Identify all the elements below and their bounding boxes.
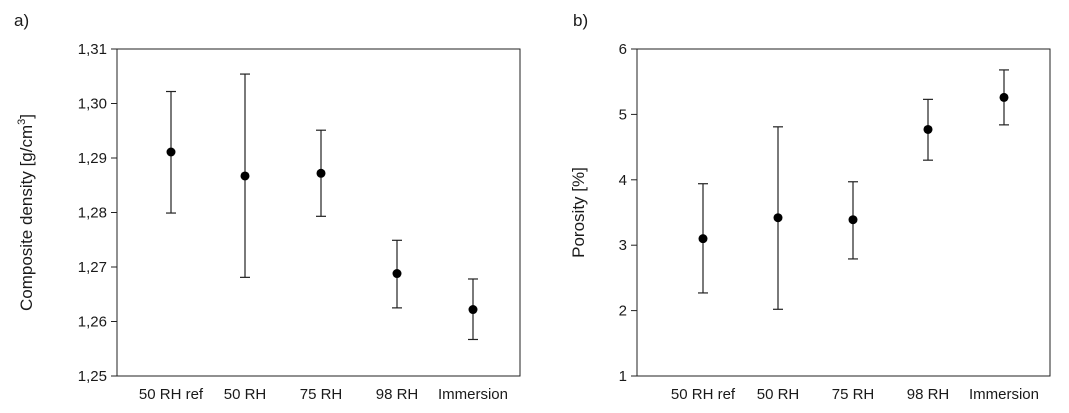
data-point <box>773 213 783 223</box>
y-axis-label: Porosity [%] <box>569 167 588 258</box>
data-point <box>240 171 250 181</box>
panel-label: b) <box>573 11 588 30</box>
x-tick-label: 50 RH ref <box>139 386 204 403</box>
y-tick-label: 3 <box>619 237 627 254</box>
data-point <box>848 215 858 225</box>
x-tick-label: 75 RH <box>832 386 875 403</box>
y-tick-label: 1,30 <box>78 96 107 113</box>
data-point <box>468 305 478 315</box>
x-tick-label: 50 RH <box>757 386 800 403</box>
y-tick-label: 1 <box>619 368 627 385</box>
plot-frame <box>636 48 1051 377</box>
data-point <box>316 168 326 178</box>
y-axis-label: Composite density [g/cm3] <box>16 114 36 311</box>
chart-panel-b: b) 1 2 3 4 5 6 50 RH ref 50 RH 75 RH 98 RH Immersio… <box>569 11 1051 403</box>
y-tick-label: 6 <box>619 41 627 58</box>
chart-panel-a: a) 1,25 1,26 1,27 1,28 1,29 1,30 1,31 50 RH ref 5… <box>14 11 521 403</box>
y-tick-label: 4 <box>619 172 627 189</box>
x-tick-label: 50 RH ref <box>671 386 736 403</box>
data-point <box>166 147 176 157</box>
y-tick-label: 1,26 <box>78 314 107 331</box>
y-tick-label: 1,27 <box>78 259 107 276</box>
x-tick-label: Immersion <box>438 386 508 403</box>
x-tick-label: 98 RH <box>376 386 419 403</box>
y-tick-label: 2 <box>619 303 627 320</box>
y-tick-label: 5 <box>619 106 627 123</box>
data-point <box>923 124 933 134</box>
x-tick-label: 98 RH <box>907 386 950 403</box>
data-point <box>999 92 1009 102</box>
x-tick-label: 75 RH <box>300 386 343 403</box>
panel-label: a) <box>14 11 29 30</box>
y-tick-label: 1,28 <box>78 205 107 222</box>
x-tick-label: Immersion <box>969 386 1039 403</box>
plot-frame <box>116 48 521 377</box>
data-point <box>392 269 402 279</box>
y-tick-label: 1,29 <box>78 150 107 167</box>
data-point <box>698 234 708 244</box>
y-tick-label: 1,31 <box>78 41 107 58</box>
x-tick-label: 50 RH <box>224 386 267 403</box>
y-tick-label: 1,25 <box>78 368 107 385</box>
